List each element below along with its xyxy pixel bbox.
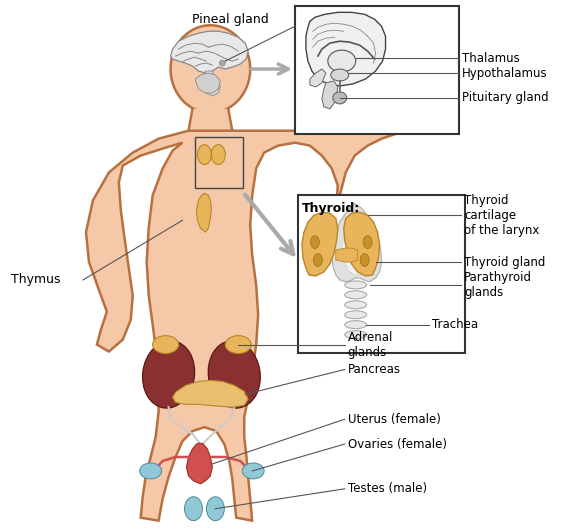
Ellipse shape [313,253,322,267]
Ellipse shape [333,92,347,104]
Text: Parathyroid
glands: Parathyroid glands [464,271,532,299]
FancyArrowPatch shape [251,64,288,74]
Polygon shape [310,69,326,87]
Ellipse shape [153,335,179,353]
Text: Ovaries (female): Ovaries (female) [348,437,447,451]
Bar [295,6,459,134]
Polygon shape [171,31,248,73]
Polygon shape [195,73,220,93]
Ellipse shape [363,235,372,249]
Polygon shape [302,212,338,276]
Ellipse shape [225,335,251,353]
Bar [195,136,243,188]
Ellipse shape [328,50,356,72]
Ellipse shape [242,463,264,479]
Polygon shape [322,81,338,109]
Text: Pancreas: Pancreas [348,363,401,376]
Text: Pituitary gland: Pituitary gland [462,92,549,104]
Ellipse shape [171,25,250,113]
Text: Trachea: Trachea [432,318,478,331]
Ellipse shape [345,331,367,339]
Polygon shape [306,12,386,86]
Ellipse shape [345,291,367,299]
Ellipse shape [345,321,367,329]
Ellipse shape [310,235,320,249]
Ellipse shape [345,311,367,318]
Polygon shape [204,71,220,96]
Ellipse shape [345,281,367,289]
Polygon shape [197,194,211,232]
Ellipse shape [208,341,260,408]
Polygon shape [187,443,212,484]
Polygon shape [173,380,248,407]
Text: Thyroid:: Thyroid: [302,202,360,215]
Polygon shape [86,131,404,521]
Ellipse shape [360,253,369,267]
Ellipse shape [345,301,367,309]
Text: Pineal gland: Pineal gland [192,13,269,26]
Polygon shape [332,203,382,282]
Ellipse shape [140,463,162,479]
Text: Thalamus: Thalamus [462,52,520,65]
Polygon shape [336,248,358,262]
Bar [298,195,465,352]
Ellipse shape [143,341,195,408]
Ellipse shape [211,144,225,165]
Polygon shape [342,211,371,275]
FancyArrowPatch shape [245,195,293,254]
Ellipse shape [184,497,202,521]
Text: Adrenal
glands: Adrenal glands [348,331,393,359]
Polygon shape [188,109,232,131]
Text: Thyroid gland: Thyroid gland [464,256,546,269]
Text: Hypothalamus: Hypothalamus [462,67,548,79]
Text: Thymus: Thymus [12,273,61,286]
Text: Uterus (female): Uterus (female) [348,413,441,426]
Text: Thyroid
cartilage
of the larynx: Thyroid cartilage of the larynx [464,194,539,237]
Text: Testes (male): Testes (male) [348,482,427,495]
Ellipse shape [206,497,224,521]
Circle shape [219,60,225,66]
Ellipse shape [331,69,349,81]
Polygon shape [344,212,379,276]
Ellipse shape [197,144,211,165]
